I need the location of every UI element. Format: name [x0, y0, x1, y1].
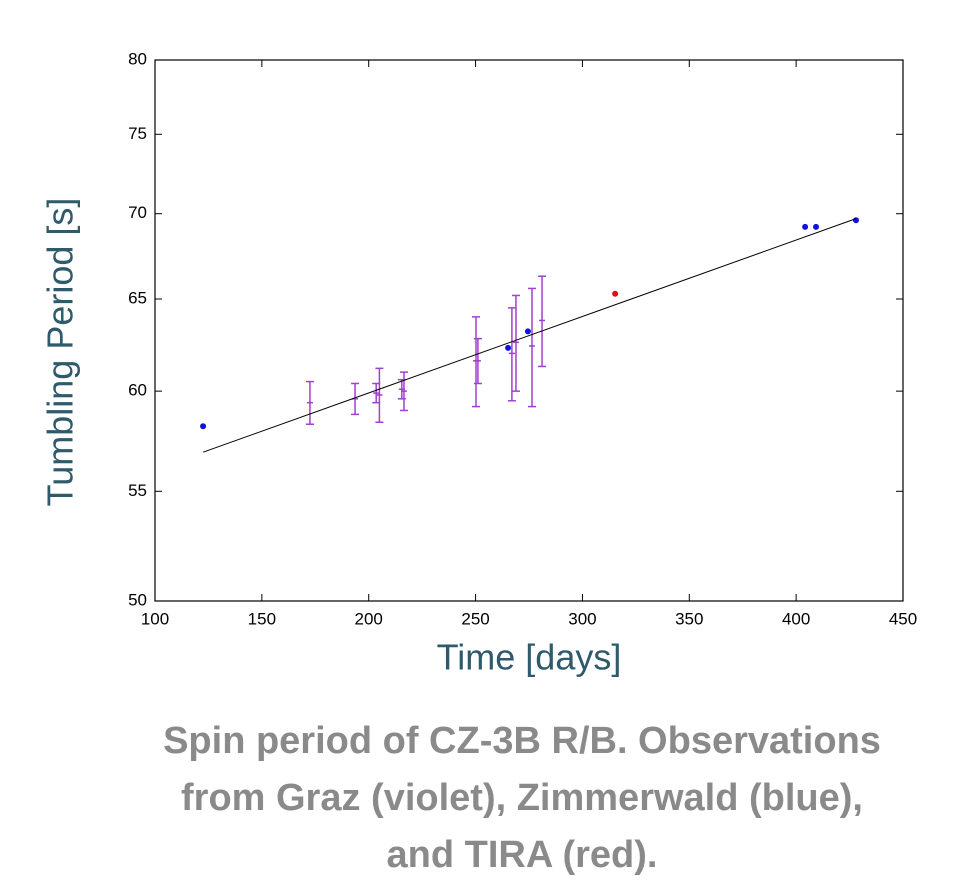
y-tick-label: 60 — [128, 381, 147, 400]
error-bar — [473, 337, 482, 385]
error-bar — [305, 380, 314, 425]
caption-line: Spin period of CZ-3B R/B. Observations — [163, 720, 881, 762]
error-bar — [527, 287, 536, 408]
x-tick-label: 200 — [355, 609, 383, 628]
fit-line — [202, 218, 857, 453]
point — [524, 328, 531, 335]
x-tick-label: 450 — [889, 609, 917, 628]
error-bar — [471, 316, 480, 408]
error-bar — [351, 382, 360, 416]
caption: Spin period of CZ-3B R/B. Observations fr… — [163, 720, 881, 876]
x-axis-label: Time [days] — [437, 637, 622, 678]
point — [852, 217, 859, 224]
point — [612, 290, 619, 297]
caption-line: from Graz (violet), Zimmerwald (blue), — [181, 777, 863, 819]
point — [200, 423, 207, 430]
point — [813, 223, 820, 230]
point — [802, 223, 809, 230]
error-bar — [399, 371, 408, 412]
y-tick-label: 50 — [128, 590, 147, 609]
x-tick-label: 400 — [782, 609, 810, 628]
y-tick-label: 55 — [128, 481, 147, 500]
y-tick-label: 75 — [128, 124, 147, 143]
x-tick-label: 100 — [141, 609, 169, 628]
caption-line: and TIRA (red). — [387, 834, 658, 876]
y-tick-label: 70 — [128, 203, 147, 222]
error-bar — [375, 367, 384, 423]
error-bar — [511, 294, 520, 392]
y-axis-label: Tumbling Period [s] — [40, 198, 81, 507]
x-tick-label: 150 — [248, 609, 276, 628]
error-bar — [507, 307, 516, 402]
point — [505, 344, 512, 351]
x-tick-label: 300 — [568, 609, 596, 628]
error-bar — [538, 275, 547, 368]
x-tick-label: 350 — [675, 609, 703, 628]
y-tick-label: 80 — [128, 49, 147, 68]
x-tick-label: 250 — [461, 609, 489, 628]
plot-frame — [154, 59, 904, 602]
y-tick-label: 65 — [128, 288, 147, 307]
